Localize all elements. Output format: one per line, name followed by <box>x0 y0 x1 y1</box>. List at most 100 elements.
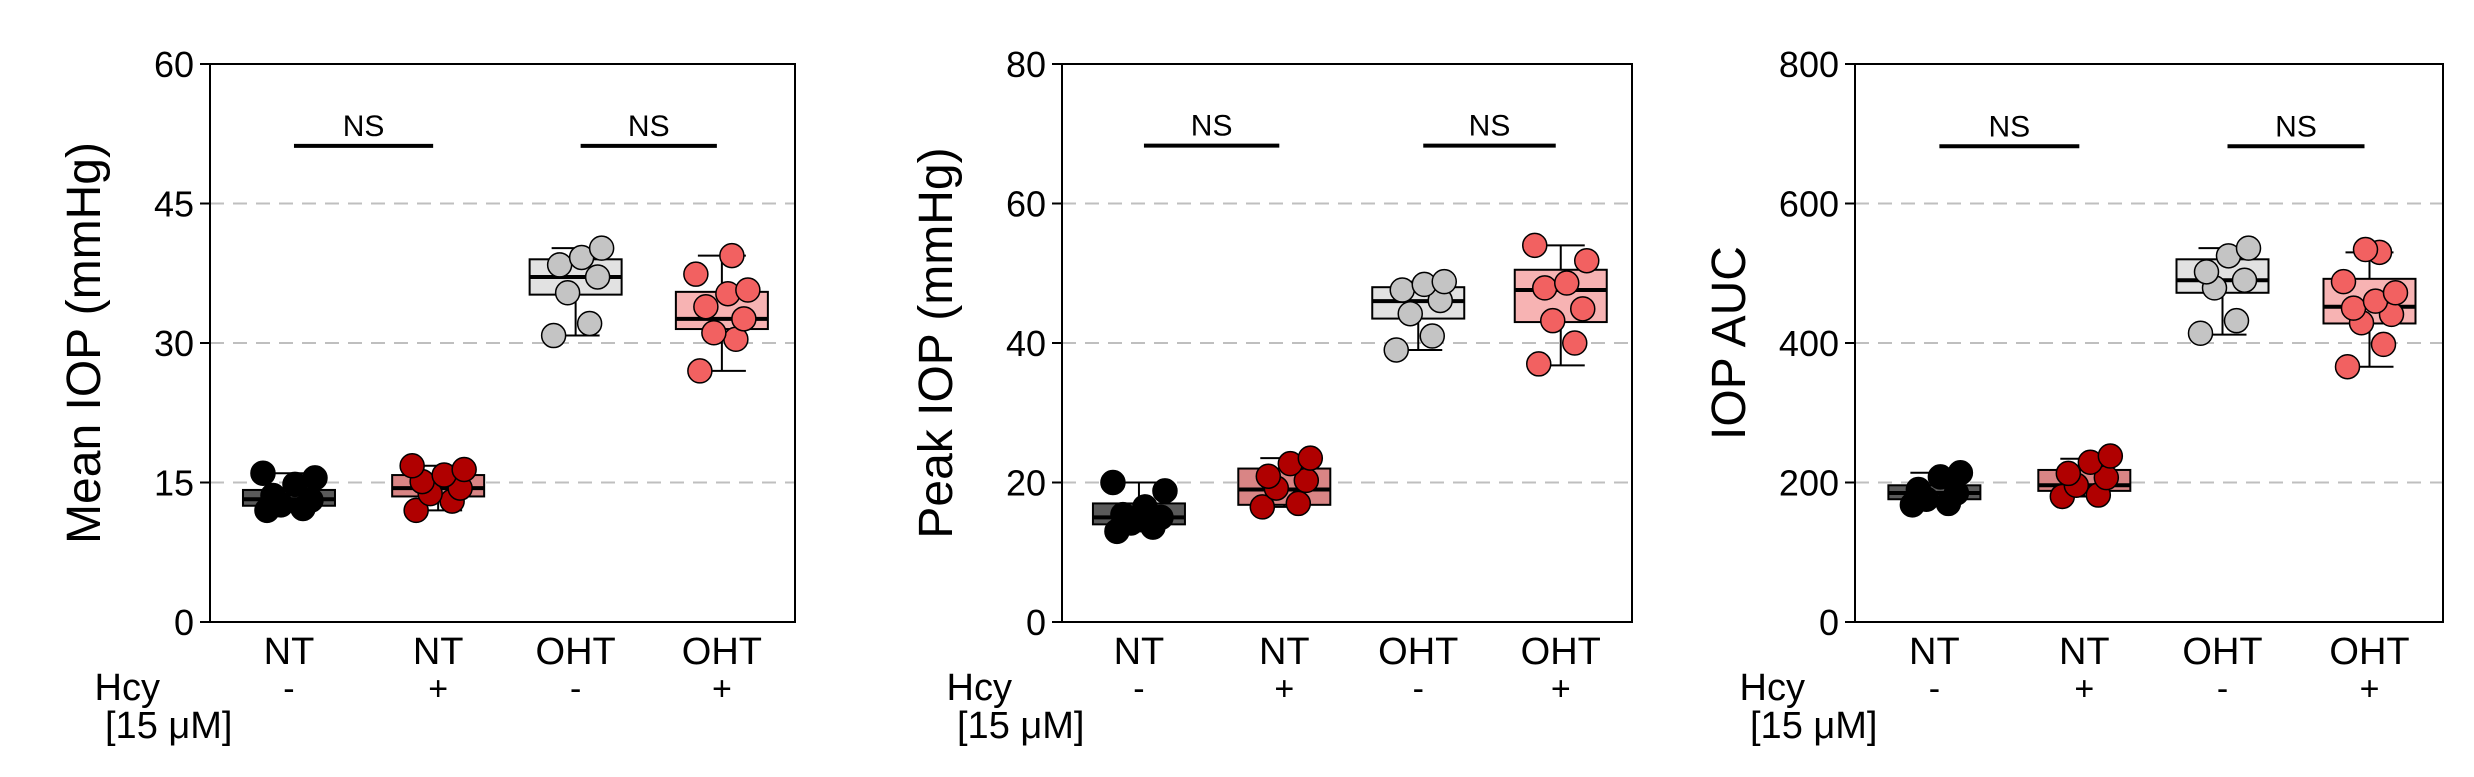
group-4: OHT+ <box>674 242 769 708</box>
data-point <box>2352 236 2379 263</box>
hcy-sign-label: + <box>2360 670 2380 708</box>
hcy-sign-label: + <box>428 670 448 708</box>
data-point <box>1532 275 1558 301</box>
category-label: NT <box>1259 631 1310 673</box>
hcy-sign-label: + <box>1551 670 1571 708</box>
y-axis-label: Mean IOP (mmHg) <box>58 142 111 544</box>
group-1: NT- <box>1887 459 1982 708</box>
category-label: OHT <box>2329 631 2409 673</box>
data-point <box>1562 330 1588 356</box>
y-tick-label: 80 <box>1006 44 1046 85</box>
y-tick-label: 200 <box>1779 463 1839 504</box>
category-label: OHT <box>1378 631 1458 673</box>
data-point <box>399 453 425 479</box>
data-point <box>1431 268 1457 295</box>
data-point <box>1255 463 1282 489</box>
significance-label: NS <box>343 110 385 143</box>
category-label: NT <box>413 631 464 673</box>
group-2: NT+ <box>391 453 486 708</box>
hcy-sign-label: + <box>1274 670 1294 708</box>
y-tick-label: 0 <box>174 602 194 643</box>
hcy-row-label: Hcy <box>1740 667 1805 709</box>
group-2: NT+ <box>2037 443 2132 708</box>
data-point <box>1397 300 1423 327</box>
category-label: OHT <box>2182 631 2262 673</box>
data-point <box>731 306 757 332</box>
hcy-row-label: Hcy <box>947 667 1012 709</box>
hcy-sign-label: - <box>570 670 581 708</box>
data-point <box>2330 268 2357 295</box>
y-tick-label: 0 <box>1819 602 1839 643</box>
data-point <box>2223 307 2250 334</box>
group-4: OHT+ <box>1513 232 1608 708</box>
group-1: NT- <box>1091 469 1186 708</box>
concentration-row-label: [15 μM] <box>957 705 1085 747</box>
y-axis-label: Peak IOP (mmHg) <box>910 147 963 538</box>
y-tick-label: 0 <box>1026 602 1046 643</box>
data-point <box>1152 478 1178 504</box>
data-point <box>2231 267 2258 293</box>
hcy-row-label: Hcy <box>95 667 160 709</box>
y-tick-label: 60 <box>1006 184 1046 225</box>
data-point <box>1947 459 1974 486</box>
data-point <box>584 264 611 290</box>
data-point <box>546 252 573 278</box>
category-label: OHT <box>1521 631 1601 673</box>
data-point <box>1249 494 1276 520</box>
significance-label: NS <box>1191 110 1233 143</box>
data-point <box>1419 323 1445 349</box>
data-point <box>1100 469 1126 496</box>
category-label: OHT <box>536 631 616 673</box>
data-point <box>1570 296 1596 322</box>
data-point <box>2055 460 2082 487</box>
data-point <box>2382 280 2409 306</box>
hcy-sign-label: - <box>1929 670 1940 708</box>
category-label: NT <box>2059 631 2110 673</box>
hcy-sign-label: - <box>2217 670 2228 708</box>
hcy-sign-label: + <box>2074 670 2094 708</box>
data-point <box>588 235 615 261</box>
data-point <box>1110 501 1136 528</box>
y-tick-label: 15 <box>154 463 194 504</box>
data-point <box>1389 277 1415 303</box>
data-point <box>1905 476 1932 503</box>
data-point <box>1540 307 1566 334</box>
category-label: OHT <box>682 631 762 673</box>
category-label: NT <box>1909 631 1960 673</box>
data-point <box>719 242 745 269</box>
data-point <box>687 358 713 384</box>
category-label: NT <box>264 631 315 673</box>
concentration-row-label: [15 μM] <box>105 705 233 747</box>
data-point <box>1383 337 1409 363</box>
data-point <box>554 280 581 306</box>
data-point <box>302 465 328 491</box>
data-point <box>1554 270 1580 296</box>
data-point <box>701 320 727 346</box>
data-point <box>540 322 567 349</box>
data-point <box>693 293 719 320</box>
data-point <box>451 456 477 483</box>
data-point <box>1526 351 1552 377</box>
data-point <box>2097 443 2124 469</box>
data-point <box>403 497 429 524</box>
hcy-sign-label: - <box>1413 670 1424 708</box>
data-point <box>2340 295 2367 321</box>
y-axis-label: IOP AUC <box>1703 246 1756 440</box>
y-tick-label: 600 <box>1779 184 1839 225</box>
data-point <box>576 310 603 337</box>
y-tick-label: 40 <box>1006 323 1046 364</box>
group-3: OHT- <box>528 235 623 708</box>
significance-label: NS <box>628 110 670 143</box>
data-point <box>735 277 761 303</box>
group-3: OHT- <box>1371 268 1466 708</box>
hcy-sign-label: - <box>283 670 294 708</box>
hcy-sign-label: + <box>712 670 732 708</box>
data-point <box>1522 232 1548 259</box>
data-point <box>260 482 286 509</box>
y-tick-label: 20 <box>1006 463 1046 504</box>
hcy-sign-label: - <box>1133 670 1144 708</box>
group-3: OHT- <box>2175 235 2270 708</box>
